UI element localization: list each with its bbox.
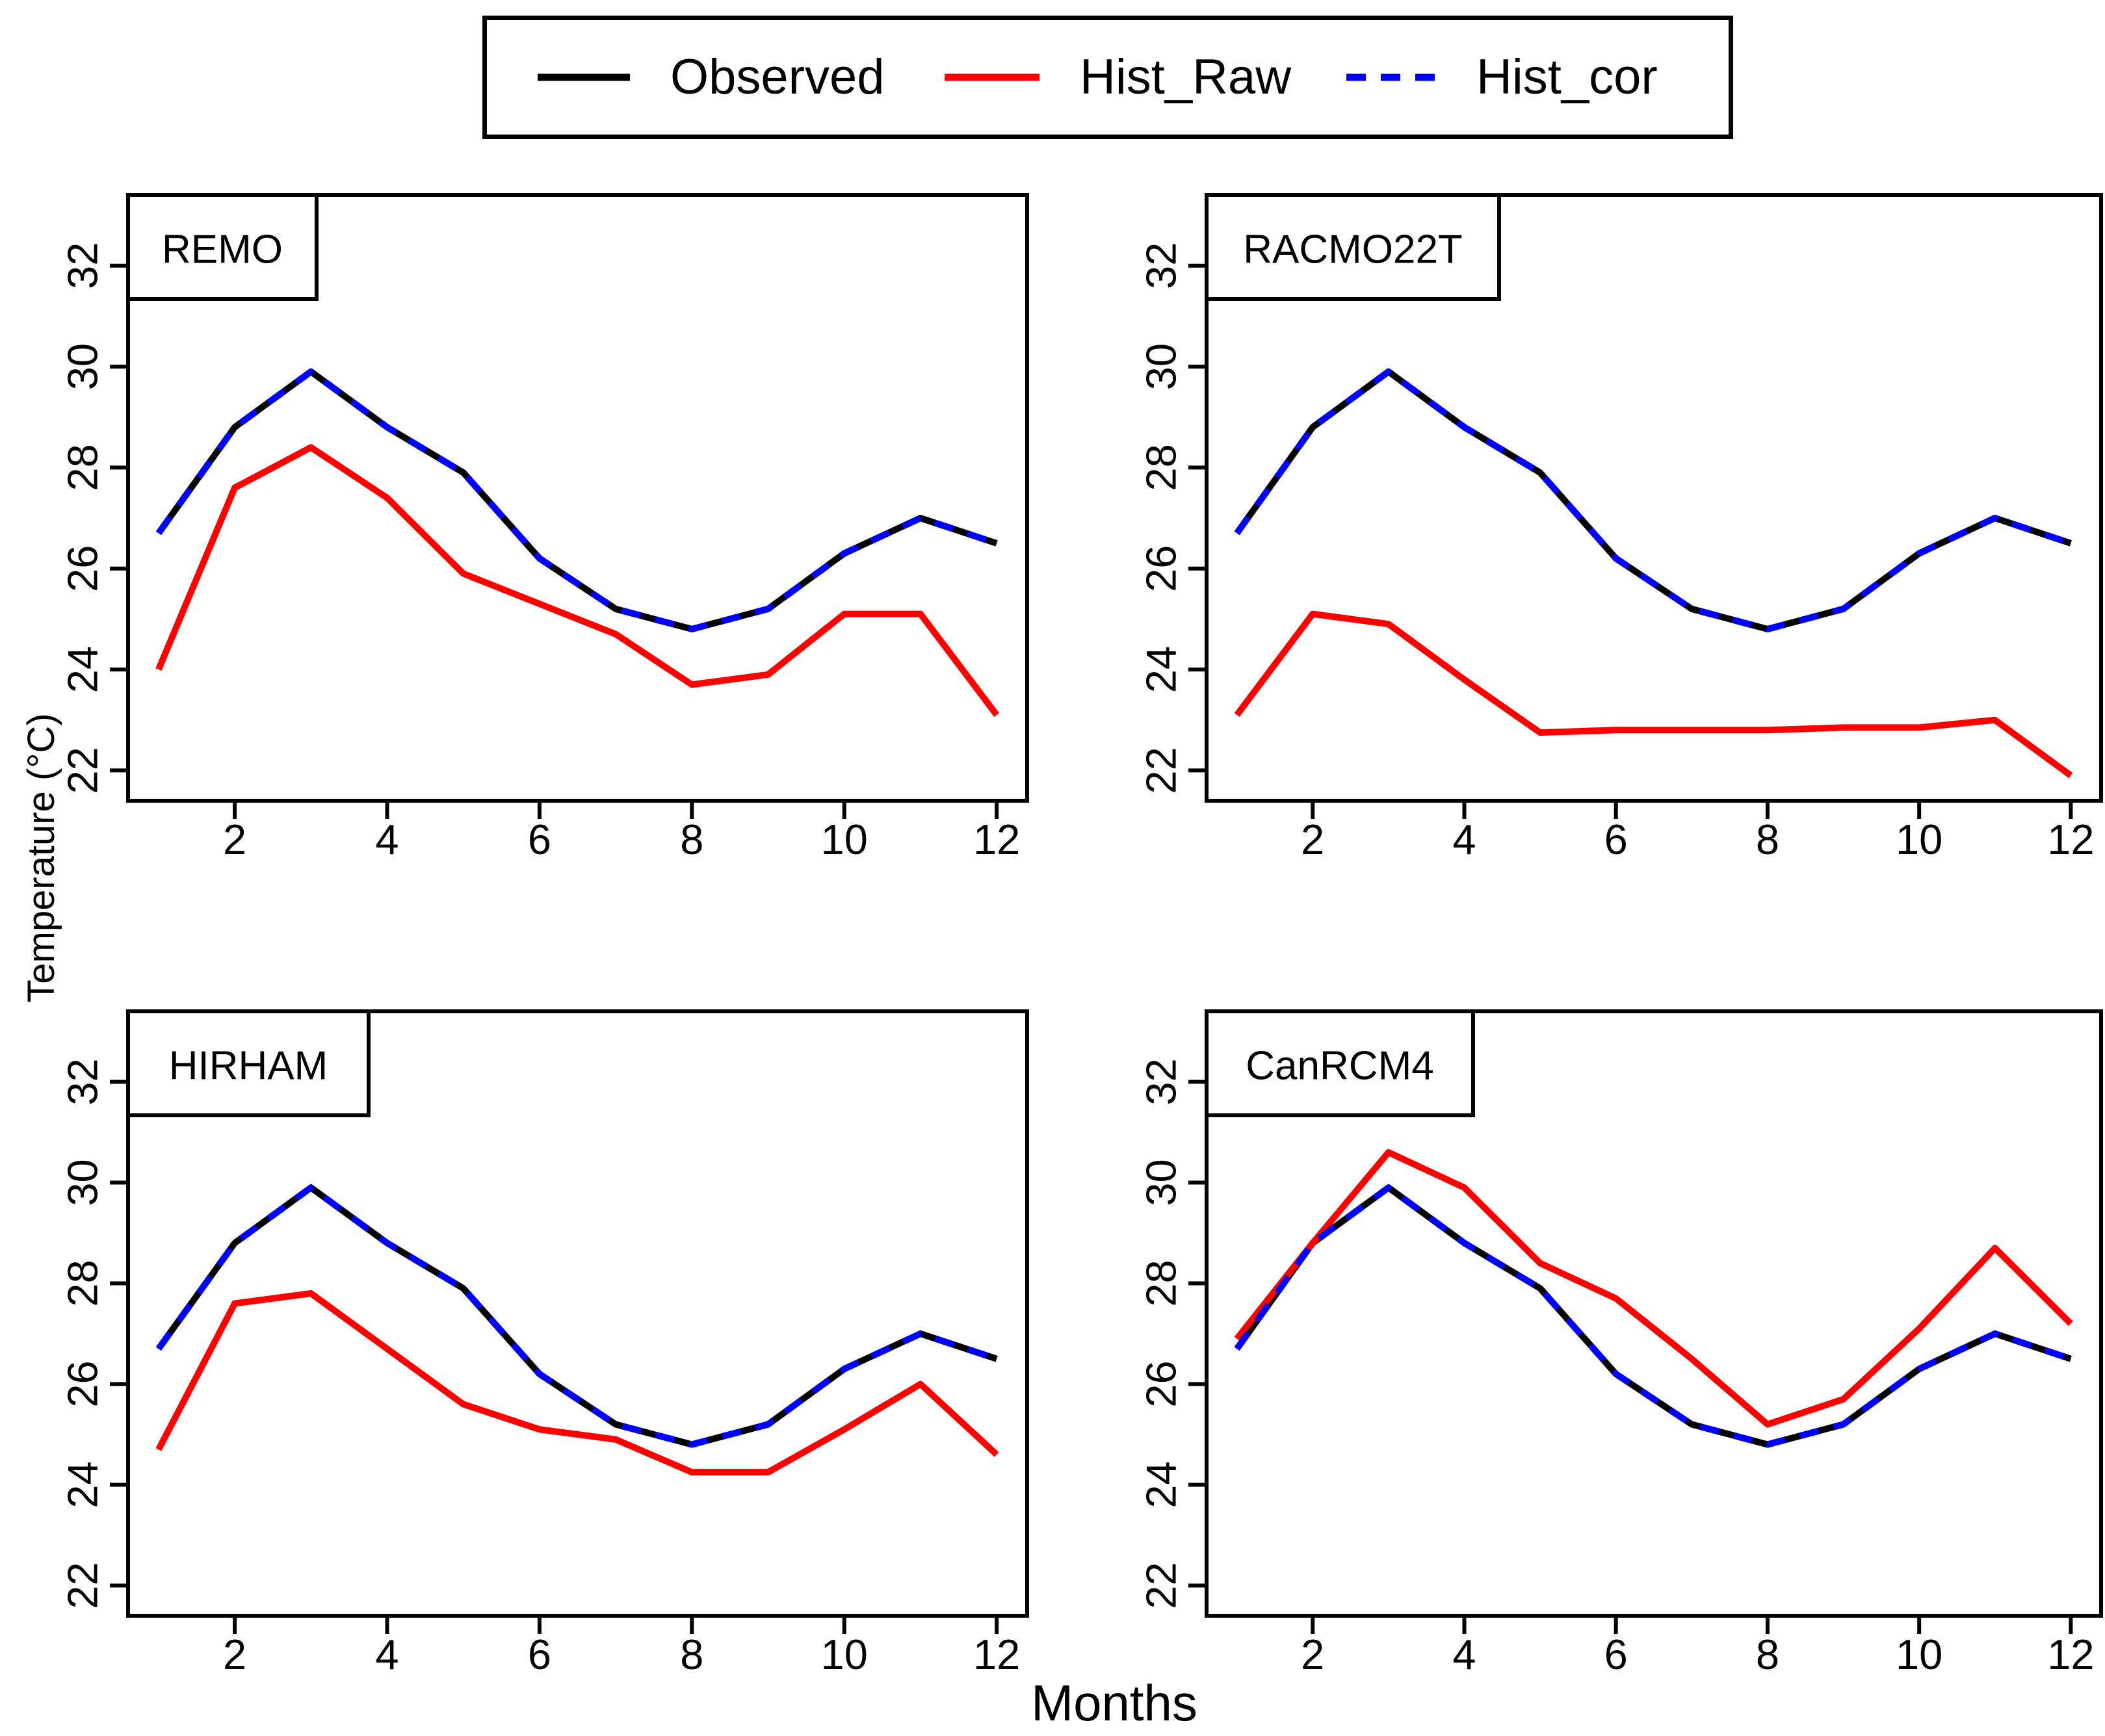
plot-border bbox=[126, 1009, 1029, 1618]
y-tick-label: 28 bbox=[1138, 444, 1185, 491]
x-tick-label: 8 bbox=[1756, 1631, 1779, 1678]
x-tick-label: 2 bbox=[1301, 1631, 1324, 1678]
x-tick-label: 8 bbox=[680, 816, 703, 863]
series-hist-cor bbox=[1234, 368, 2072, 632]
y-tick-label: 32 bbox=[59, 242, 107, 289]
y-tick-label: 28 bbox=[59, 444, 107, 491]
x-tick-label: 10 bbox=[821, 816, 868, 863]
panel-title-racmo22t: RACMO22T bbox=[1243, 227, 1463, 272]
y-tick-label: 30 bbox=[1138, 1159, 1185, 1206]
y-tick-label: 28 bbox=[1138, 1260, 1185, 1306]
series-hist-cor bbox=[155, 368, 998, 632]
y-tick-label: 26 bbox=[59, 1360, 107, 1407]
y-tick-label: 22 bbox=[1138, 1562, 1185, 1609]
panel-title-remo: REMO bbox=[162, 227, 283, 272]
x-tick-label: 6 bbox=[528, 1631, 551, 1678]
y-tick-label: 24 bbox=[59, 646, 107, 693]
legend-item-observed: Observed bbox=[538, 53, 885, 102]
series-observed bbox=[1234, 1184, 2072, 1448]
x-tick-label: 12 bbox=[2047, 1631, 2094, 1678]
x-tick-label: 2 bbox=[223, 1631, 246, 1678]
panel-title-box bbox=[1205, 1009, 1475, 1117]
panel-title-box bbox=[126, 193, 319, 301]
panel-title-box bbox=[126, 1009, 371, 1117]
x-tick-label: 4 bbox=[1452, 1631, 1476, 1678]
series-hist-raw bbox=[155, 444, 1000, 717]
legend-label: Hist_Raw bbox=[1080, 49, 1292, 105]
x-tick-label: 6 bbox=[528, 816, 551, 863]
x-axis-title: Months bbox=[1031, 1674, 1197, 1731]
y-tick-label: 32 bbox=[59, 1058, 107, 1105]
y-tick-label: 24 bbox=[59, 1461, 107, 1508]
plot-border bbox=[1205, 193, 2103, 803]
y-tick-label: 32 bbox=[1138, 1058, 1185, 1105]
x-tick-label: 6 bbox=[1604, 1631, 1628, 1678]
x-tick-label: 8 bbox=[680, 1631, 703, 1678]
y-tick-label: 26 bbox=[59, 545, 107, 592]
y-tick-label: 22 bbox=[59, 1562, 107, 1609]
x-tick-label: 2 bbox=[1301, 816, 1324, 863]
y-tick-label: 22 bbox=[59, 747, 107, 794]
x-tick-label: 10 bbox=[821, 1631, 868, 1678]
y-tick-label: 30 bbox=[59, 343, 107, 390]
legend: Observed Hist_Raw Hist_cor bbox=[482, 16, 1733, 139]
series-observed bbox=[155, 1184, 998, 1448]
x-tick-label: 10 bbox=[1896, 816, 1942, 863]
legend-label: Hist_cor bbox=[1476, 49, 1658, 105]
series-hist-raw bbox=[1234, 610, 2073, 779]
hist-raw-line-icon bbox=[945, 73, 1039, 81]
series-hist-cor bbox=[155, 1184, 998, 1448]
observed-line-icon bbox=[538, 73, 630, 81]
series-hist-cor bbox=[1234, 1184, 2072, 1448]
series-observed bbox=[1234, 368, 2072, 632]
x-tick-label: 12 bbox=[2047, 816, 2094, 863]
x-tick-label: 12 bbox=[973, 816, 1020, 863]
x-tick-label: 4 bbox=[375, 816, 399, 863]
y-tick-label: 26 bbox=[1138, 545, 1185, 592]
legend-label: Observed bbox=[670, 49, 885, 105]
y-tick-label: 24 bbox=[1138, 1461, 1185, 1508]
x-tick-label: 2 bbox=[223, 816, 246, 863]
series-hist-raw bbox=[1234, 1149, 2073, 1428]
x-tick-label: 8 bbox=[1756, 816, 1779, 863]
plot-border bbox=[126, 193, 1029, 803]
x-tick-label: 12 bbox=[973, 1631, 1020, 1678]
panel-title-hirham: HIRHAM bbox=[169, 1044, 328, 1089]
panel-title-canrcm4: CanRCM4 bbox=[1246, 1044, 1433, 1089]
series-observed bbox=[155, 368, 998, 632]
y-tick-label: 22 bbox=[1138, 747, 1185, 794]
y-tick-label: 26 bbox=[1138, 1360, 1185, 1407]
series-hist-raw bbox=[155, 1290, 999, 1476]
hist-cor-dashed-line-icon bbox=[1346, 73, 1436, 81]
plot-border bbox=[1205, 1009, 2103, 1618]
y-tick-label: 30 bbox=[1138, 343, 1185, 390]
y-tick-label: 32 bbox=[1138, 242, 1185, 289]
x-tick-label: 10 bbox=[1896, 1631, 1942, 1678]
y-tick-label: 28 bbox=[59, 1260, 107, 1306]
x-tick-label: 4 bbox=[1452, 816, 1476, 863]
legend-item-hist-raw: Hist_Raw bbox=[945, 53, 1291, 102]
x-tick-label: 4 bbox=[375, 1631, 399, 1678]
x-tick-label: 6 bbox=[1604, 816, 1628, 863]
panel-title-box bbox=[1205, 193, 1501, 301]
y-axis-title: Temperature (°C) bbox=[20, 713, 62, 1003]
legend-item-hist-cor: Hist_cor bbox=[1346, 53, 1658, 102]
y-tick-label: 30 bbox=[59, 1159, 107, 1206]
y-tick-label: 24 bbox=[1138, 646, 1185, 693]
